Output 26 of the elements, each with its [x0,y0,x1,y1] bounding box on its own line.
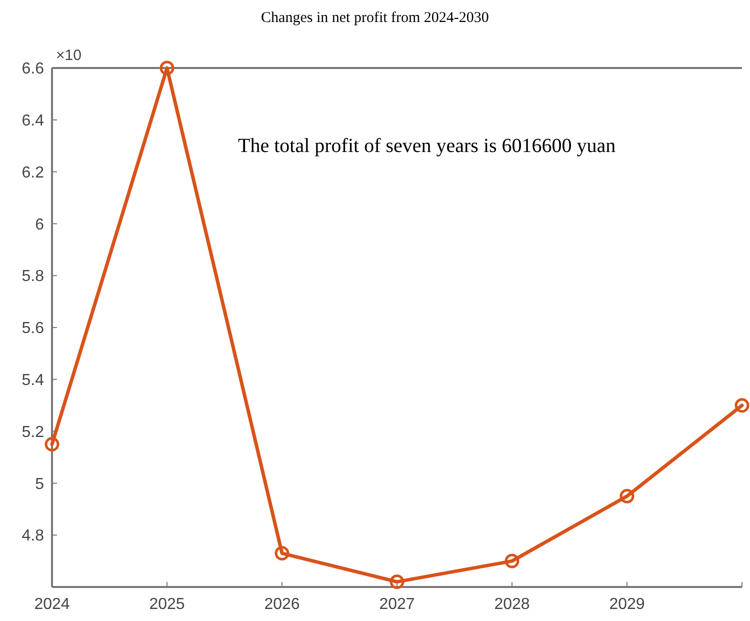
point [274,546,290,561]
point [504,554,520,568]
y-tick-label: 5.4 [22,372,44,389]
point [620,488,634,504]
y-tick-label: 6.2 [22,164,44,182]
chart-title: Changes in net profit from 2024-2030 [261,10,489,26]
x-tick-label: 2029 [609,596,645,613]
x-tick-label: 2024 [34,596,70,613]
y-tick-label: 5.2 [22,424,44,441]
point [390,574,404,590]
y-tick-label: 6.6 [22,60,44,78]
point [44,437,60,452]
y-tick-label: 4.8 [22,528,44,545]
y-tick-label: 5.6 [22,320,44,338]
y-tick-label: 5 [35,476,44,493]
y-tick-label: 6 [35,216,44,234]
x-tick-label: 2025 [149,596,185,613]
x-tick-label: 2027 [379,596,415,613]
y-tick-label: 5.8 [22,268,44,286]
x-tick-label: 2026 [264,596,300,613]
x-tick-label: 2028 [494,596,530,613]
point [734,398,750,413]
y-tick-label: 6.4 [22,112,44,130]
text: ×10 [56,47,82,64]
annotation: The total profit of seven years is 6016600 yuan [238,135,616,157]
point [160,60,174,76]
